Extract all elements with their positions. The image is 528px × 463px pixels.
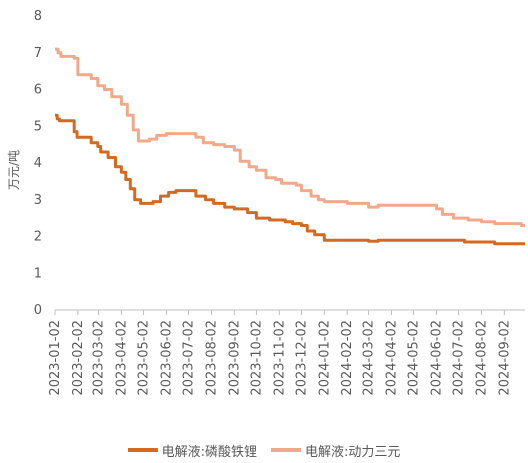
x-tick-label: 2024-09-02 xyxy=(497,320,512,396)
x-tick-label: 2024-05-02 xyxy=(407,320,422,396)
y-tick-label: 0 xyxy=(34,303,42,318)
y-tick-label: 5 xyxy=(34,119,42,134)
legend-label-ternary: 电解液:动力三元 xyxy=(305,444,401,460)
x-tick-label: 2024-07-02 xyxy=(452,320,467,396)
y-axis-ticks: 0 1 2 3 4 5 6 7 8 xyxy=(34,9,42,318)
x-tick-label: 2023-04-02 xyxy=(114,320,129,396)
x-tick-label: 2023-11-02 xyxy=(272,320,287,396)
x-tick-label: 2023-07-02 xyxy=(182,320,197,396)
y-tick-label: 8 xyxy=(34,9,42,24)
x-tick-label: 2023-06-02 xyxy=(159,320,174,396)
x-tick-label: 2023-01-02 xyxy=(48,320,63,396)
y-tick-label: 4 xyxy=(34,156,42,171)
legend-item-lfp: 电解液:磷酸铁锂 xyxy=(127,441,257,460)
x-tick-label: 2023-10-02 xyxy=(249,320,264,396)
y-tick-label: 2 xyxy=(34,230,42,245)
series-line-lfp xyxy=(55,113,525,246)
x-tick-label: 2023-02-02 xyxy=(71,320,86,396)
legend: 电解液:磷酸铁锂 电解液:动力三元 xyxy=(0,440,528,460)
x-axis-ticks: 2023-01-02 2023-02-02 2023-03-02 2023-04-02… xyxy=(48,310,512,396)
x-tick-label: 2023-03-02 xyxy=(92,320,107,396)
series-lines xyxy=(55,47,525,246)
x-tick-label: 2024-06-02 xyxy=(429,320,444,396)
legend-swatch-ternary xyxy=(271,448,301,452)
series-line-ternary xyxy=(55,47,525,227)
x-tick-label: 2023-12-02 xyxy=(294,320,309,396)
x-tick-label: 2024-04-02 xyxy=(384,320,399,396)
x-tick-label: 2023-09-02 xyxy=(227,320,242,396)
legend-label-lfp: 电解液:磷酸铁锂 xyxy=(161,444,257,460)
y-tick-label: 3 xyxy=(34,193,42,208)
y-tick-label: 1 xyxy=(34,266,42,281)
x-tick-label: 2024-03-02 xyxy=(362,320,377,396)
x-tick-label: 2023-05-02 xyxy=(137,320,152,396)
y-tick-label: 6 xyxy=(34,83,42,98)
y-tick-label: 7 xyxy=(34,46,42,61)
x-tick-label: 2024-02-02 xyxy=(340,320,355,396)
x-tick-label: 2024-08-02 xyxy=(474,320,489,396)
x-tick-label: 2024-01-02 xyxy=(317,320,332,396)
legend-swatch-lfp xyxy=(127,448,158,452)
legend-item-ternary: 电解液:动力三元 xyxy=(271,441,400,460)
x-tick-label: 2023-08-02 xyxy=(204,320,219,396)
y-axis-label: 万元/吨 xyxy=(7,150,21,190)
